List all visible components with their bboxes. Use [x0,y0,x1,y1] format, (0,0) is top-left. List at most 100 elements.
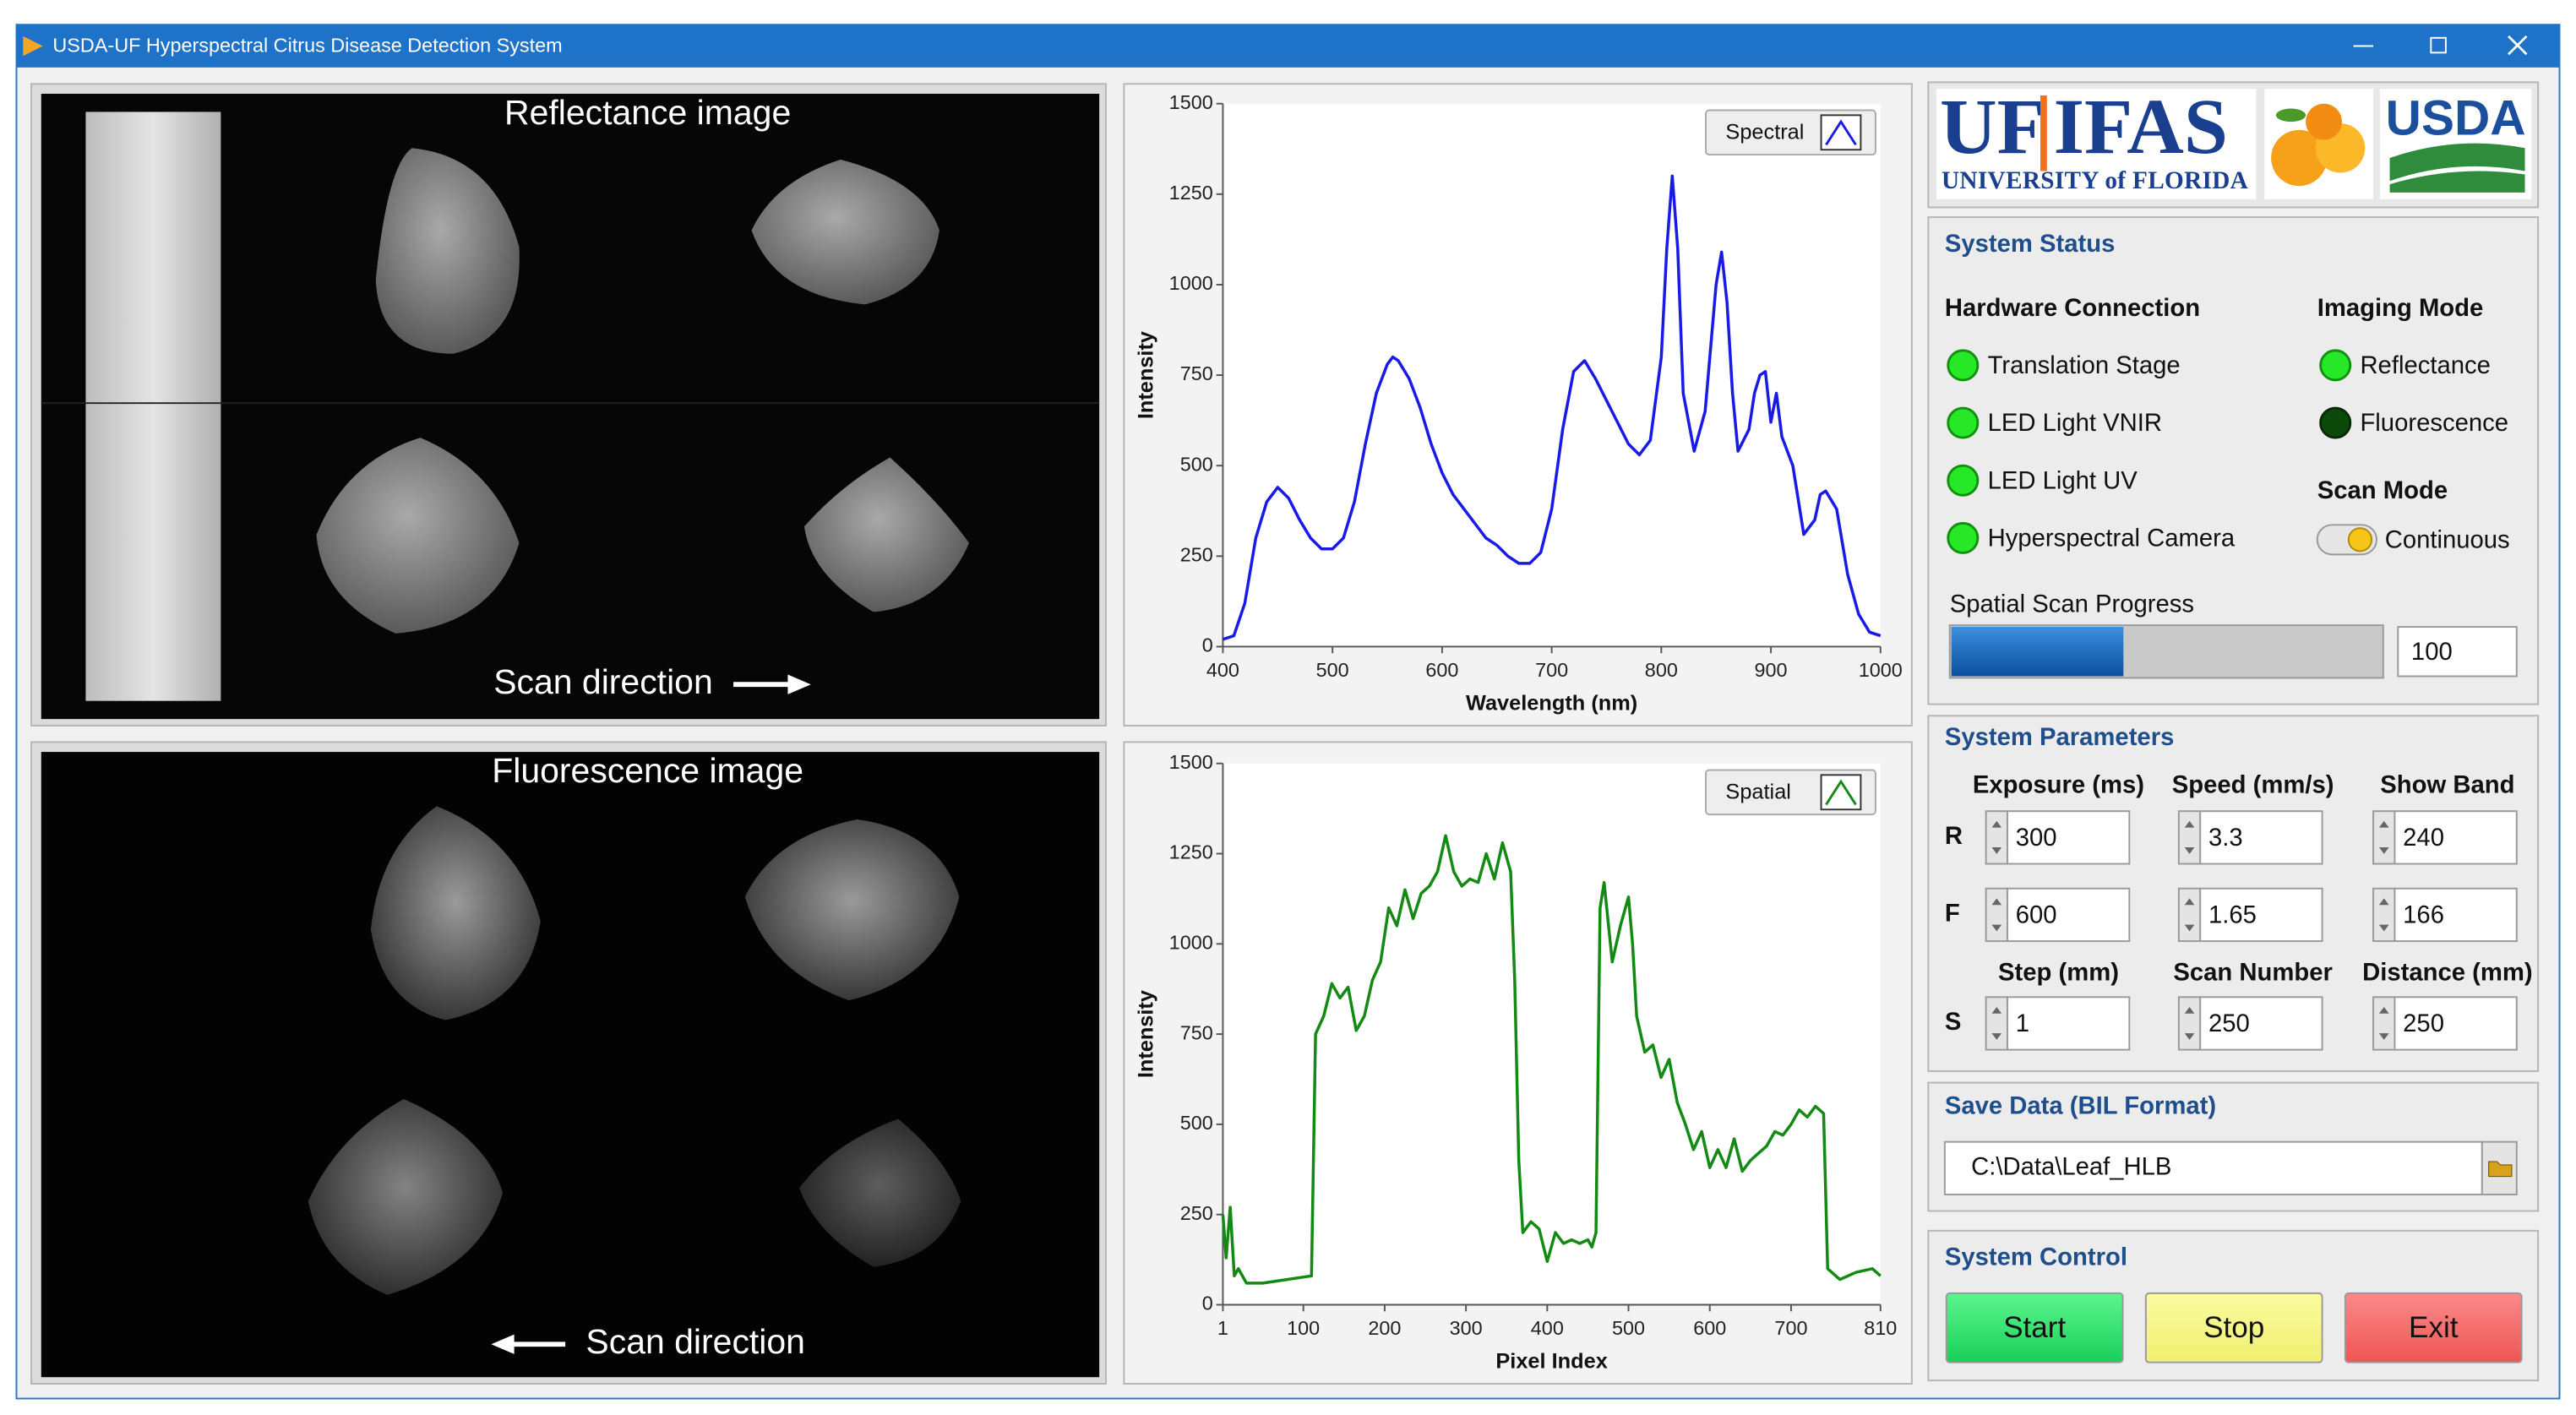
status-label: Hyperspectral Camera [1988,525,2236,552]
button-label: Stop [2203,1311,2264,1344]
x-tick-label: 400 [1531,1317,1564,1339]
control-button[interactable] [1945,1292,2124,1363]
parameter-field[interactable] [2007,996,2131,1051]
path-field[interactable] [1943,1140,2483,1195]
parameter-field[interactable] [2199,810,2323,865]
spinner-arrows [2184,1006,2195,1040]
spinner[interactable] [2177,996,2202,1051]
row-label: F [1945,901,1960,928]
status-led [2319,349,2352,382]
spinner-arrows [2378,820,2389,854]
parameter-value: 1.65 [2208,902,2257,929]
leaf [803,457,970,612]
leaf [370,806,541,1020]
spinner[interactable] [2177,810,2202,865]
uf-logo [1936,89,2257,199]
x-tick-label: 100 [1287,1317,1320,1339]
parameter-field[interactable] [2199,996,2323,1051]
maximize-button[interactable] [2430,36,2447,54]
progress-fill [1951,627,2124,677]
parameter-field[interactable] [2394,996,2518,1051]
control-button[interactable] [2144,1292,2323,1363]
y-tick-label: 0 [1202,1293,1213,1314]
x-tick-label: 200 [1368,1317,1401,1339]
y-tick-label: 0 [1202,634,1213,656]
y-tick-label: 250 [1180,1202,1213,1224]
parameter-header: Speed (mm/s) [2172,772,2334,799]
x-tick-label: 500 [1316,659,1349,681]
close-button[interactable] [2508,35,2528,56]
spinner[interactable] [2372,996,2396,1051]
folder-icon [2488,1161,2513,1178]
spinner[interactable] [2372,887,2396,943]
status-label: LED Light UV [1988,467,2138,494]
title-bar [16,24,2560,68]
orange [2271,129,2328,187]
scan-direction-label: Scan direction [585,1322,805,1361]
parameter-value: 240 [2403,825,2444,852]
spinner-arrows [1991,898,2002,932]
spinner[interactable] [2372,810,2396,865]
spinner-arrows [2184,898,2195,932]
group-title: Hardware Connection [1945,295,2200,322]
scan-arrow-head [491,1334,515,1354]
parameter-field[interactable] [2007,810,2131,865]
leaf-icon [2275,108,2306,122]
parameter-field[interactable] [2394,887,2518,943]
parameter-field[interactable] [2394,810,2518,865]
progress-value-box [2397,626,2518,678]
plot-area [1223,763,1881,1305]
leaf [308,1099,503,1295]
ifas-text: IFAS [2054,84,2228,171]
y-tick-label: 1000 [1169,931,1213,953]
progress-value: 100 [2411,639,2453,666]
status-led [1947,349,1980,382]
spinner[interactable] [1985,810,2008,865]
x-tick-label: 600 [1693,1317,1726,1339]
plot-area [1223,103,1881,647]
status-label: Reflectance [2360,352,2490,379]
x-tick-label: 1 [1217,1317,1228,1339]
data-line [1221,834,1882,1285]
fluorescence-image [41,752,1100,1378]
legend-icon [1825,119,1857,146]
section-title: System Status [1945,231,2116,258]
x-tick-label: 700 [1774,1317,1807,1339]
x-tick-label: 900 [1755,659,1788,681]
status-label: LED Light VNIR [1988,410,2162,437]
y-tick-label: 1500 [1169,91,1213,113]
parameter-header: Scan Number [2173,960,2333,987]
scan-direction-label: Scan direction [493,662,713,701]
spinner[interactable] [2177,887,2202,943]
spinner-arrows [2184,820,2195,854]
y-tick-label: 500 [1180,1112,1213,1134]
parameter-value: 250 [2208,1010,2250,1037]
uf-text: UF [1940,84,2045,171]
parameter-header: Exposure (ms) [1973,772,2144,799]
section-title: System Control [1945,1244,2127,1271]
button-label: Exit [2409,1311,2459,1344]
y-tick-label: 750 [1180,362,1213,384]
spinner-arrows [2378,1006,2389,1040]
group-title: Imaging Mode [2317,295,2484,322]
spinner[interactable] [1985,887,2008,943]
row-label: S [1945,1009,1962,1036]
data-line [1222,174,1882,641]
parameter-field[interactable] [2007,887,2131,943]
control-button[interactable] [2344,1292,2523,1363]
x-axis-title: Wavelength (nm) [1466,691,1637,715]
spinner[interactable] [1985,996,2008,1051]
usda-swoosh [2389,171,2525,193]
status-panel [1927,216,2540,705]
status-led [1947,521,1980,554]
leaf [751,159,939,305]
x-tick-label: 500 [1612,1317,1645,1339]
y-tick-label: 750 [1180,1021,1213,1043]
spinner-arrows [1991,1006,2002,1040]
leaf [799,1118,961,1267]
parameter-field[interactable] [2199,887,2323,943]
row-label: R [1945,823,1963,850]
reflectance-title: Reflectance image [504,93,791,132]
reference-panel [85,112,221,701]
